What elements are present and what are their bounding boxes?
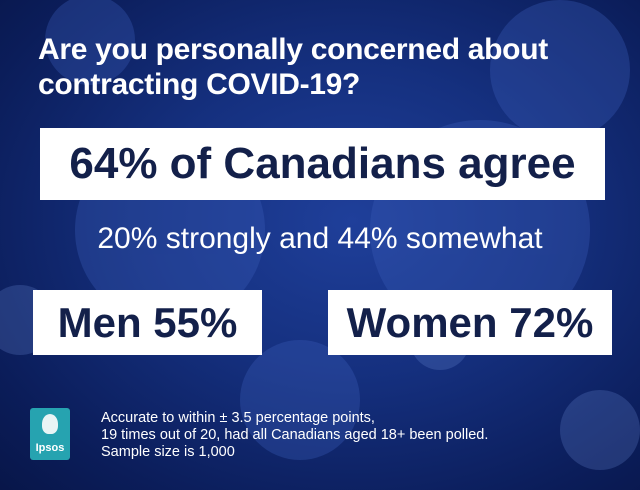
subheadline: 20% strongly and 44% somewhat bbox=[97, 222, 543, 255]
title-line: Are you personally concerned about bbox=[38, 33, 548, 66]
men-box: Men 55% bbox=[33, 290, 262, 355]
headline-box: 64% of Canadians agree bbox=[40, 128, 605, 200]
breakdown-text: Women 72% bbox=[346, 298, 594, 346]
headline: 64% of Canadians agree bbox=[69, 139, 576, 188]
logo-text: Ipsos bbox=[35, 442, 65, 454]
note-line: Accurate to within ± 3.5 percentage poin… bbox=[101, 410, 375, 426]
note-line: Sample size is 1,000 bbox=[101, 444, 235, 460]
logo: Ipsos bbox=[30, 408, 70, 460]
women-box: Women 72% bbox=[328, 290, 612, 355]
title-line: contracting COVID-19? bbox=[38, 68, 361, 101]
breakdown-text: Men 55% bbox=[57, 298, 238, 346]
note-line: 19 times out of 20, had all Canadians ag… bbox=[101, 427, 489, 443]
